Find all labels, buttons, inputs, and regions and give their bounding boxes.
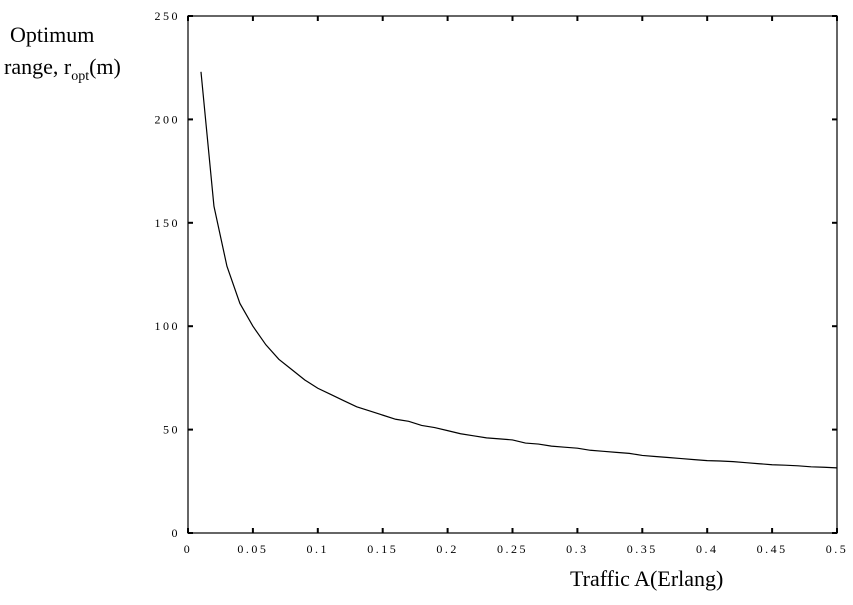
y-axis-label-prefix: range, r [4,54,72,79]
x-tick-label: 0.1 [307,542,330,556]
x-tick-label: 0.25 [497,542,528,556]
x-tick-label: 0.5 [826,542,849,556]
y-axis-label-line1: Optimum [10,22,95,47]
x-tick-label: 0.4 [696,542,719,556]
x-tick-label: 0.35 [627,542,658,556]
x-tick-label: 0.2 [436,542,459,556]
y-tick-label: 100 [155,319,181,333]
x-tick-label: 0 [184,542,193,556]
y-axis-label-line2: range, ropt(m) [4,54,121,84]
y-tick-label: 150 [155,216,181,230]
y-tick-label: 250 [155,9,181,23]
axis-tick-labels: 0 0.05 0.1 0.15 0.2 0.25 0.3 0.35 0.4 0.45 0.5 0 50 1… [155,9,849,556]
plot-frame [187,15,838,534]
y-tick-label: 0 [172,526,181,540]
series-line [200,71,838,469]
y-tick-label: 200 [155,112,181,126]
y-tick-label: 50 [163,423,180,437]
y-axis-label-subscript: opt [71,69,90,84]
axis-ticks [187,15,838,534]
x-tick-label: 0.05 [237,542,268,556]
x-tick-label: 0.45 [757,542,788,556]
x-tick-label: 0.15 [367,542,398,556]
x-axis-label: Traffic A(Erlang) [570,566,724,591]
y-axis-label-unit: (m) [89,54,121,79]
x-tick-label: 0.3 [566,542,589,556]
